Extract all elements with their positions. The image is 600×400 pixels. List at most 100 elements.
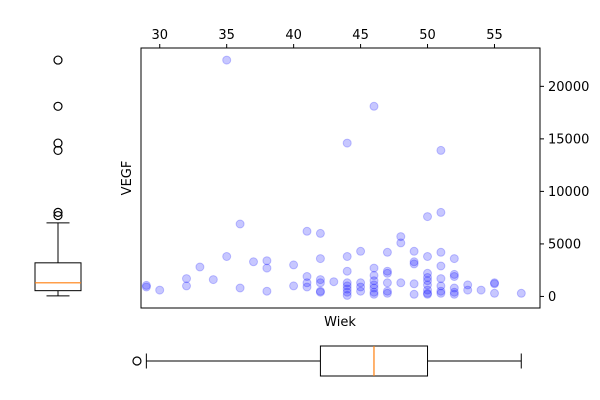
- scatter-point: [302, 272, 312, 281]
- scatter-point: [342, 281, 352, 291]
- scatter-point: [423, 252, 432, 261]
- scatter-point: [436, 274, 446, 284]
- y-tick-label: 0: [548, 290, 556, 305]
- scatter-point: [315, 287, 325, 297]
- scatter-point: [382, 278, 392, 288]
- x-tick-label: 35: [218, 28, 235, 43]
- scatter-point: [436, 281, 446, 291]
- scatter-point: [463, 280, 473, 290]
- scatter-point: [436, 145, 446, 155]
- scatter-point: [342, 284, 352, 294]
- scatter-point: [409, 259, 419, 269]
- box: [34, 262, 82, 292]
- scatter-point: [195, 262, 205, 272]
- scatter-point: [262, 286, 272, 296]
- vegf-boxplot: [34, 55, 82, 297]
- scatter-point: [315, 286, 325, 296]
- x-tick-label: 55: [486, 28, 503, 43]
- scatter-point: [463, 285, 473, 295]
- y-tick-label: 10000: [548, 185, 589, 200]
- scatter-point: [490, 278, 499, 288]
- scatter-point: [449, 254, 459, 264]
- scatter-point: [396, 238, 406, 248]
- scatter-point: [208, 275, 218, 285]
- scatter-point: [436, 247, 446, 257]
- scatter-point: [315, 254, 325, 264]
- scatter-point: [423, 289, 432, 299]
- scatter-point: [423, 285, 432, 295]
- scatter-point: [409, 279, 419, 289]
- y-axis-right: 0 5000 10000 15000 20000: [540, 80, 589, 305]
- scatter-point: [155, 285, 165, 295]
- scatter-point: [356, 286, 366, 296]
- scatter-point: [449, 289, 459, 299]
- scatter-point: [342, 252, 352, 261]
- scatter-point: [262, 256, 272, 266]
- scatter-point: [409, 289, 419, 299]
- x-tick-label: 40: [285, 28, 302, 43]
- scatter-point: [369, 280, 379, 290]
- scatter-point: [235, 219, 245, 229]
- scatter-point: [222, 55, 232, 65]
- scatter-point: [490, 288, 499, 298]
- x-axis-top: 30 35 40 45 50 55: [151, 28, 503, 48]
- scatter-point: [329, 277, 339, 287]
- outlier-point: [53, 138, 63, 148]
- scatter-point: [382, 266, 392, 276]
- scatter-point: [356, 278, 366, 288]
- scatter-point: [382, 288, 392, 298]
- scatter-point: [382, 268, 392, 278]
- outlier-point: [53, 101, 63, 111]
- outlier-point: [53, 210, 63, 221]
- scatter-point: [141, 282, 151, 292]
- scatter-point: [235, 283, 245, 293]
- wiek-boxplot: [132, 345, 522, 377]
- scatter-point: [302, 226, 312, 236]
- scatter-point: [141, 280, 151, 290]
- scatter-plot-area: [140, 47, 541, 309]
- scatter-point: [449, 283, 459, 293]
- scatter-point: [315, 228, 325, 238]
- scatter-point: [342, 138, 352, 148]
- scatter-point: [423, 268, 432, 278]
- scatter-point: [315, 278, 325, 288]
- scatter-point: [409, 246, 419, 256]
- scatter-point: [369, 283, 379, 293]
- scatter-point: [423, 288, 432, 298]
- scatter-point: [289, 260, 299, 270]
- scatter-point: [436, 207, 446, 217]
- y-tick-label: 15000: [548, 132, 589, 147]
- scatter-point: [182, 274, 191, 284]
- x-tick-label: 30: [151, 28, 168, 43]
- scatter-point: [369, 270, 379, 280]
- scatter-point: [396, 232, 406, 242]
- scatter-point: [369, 101, 379, 111]
- scatter-point: [436, 288, 446, 298]
- scatter-point: [342, 290, 352, 300]
- scatter-point: [396, 278, 406, 288]
- scatter-point: [369, 276, 379, 286]
- scatter-point: [436, 286, 446, 296]
- outlier-point: [53, 55, 63, 65]
- outlier-point: [53, 207, 63, 218]
- scatter-point: [369, 287, 379, 297]
- scatter-point: [369, 289, 379, 299]
- scatter-point: [289, 281, 299, 291]
- scatter-point: [423, 280, 432, 290]
- scatter-panel: 30 35 40 45 50 55 0 5000 10000 15000 20000 Wiek V…: [120, 28, 589, 330]
- scatter-point: [449, 287, 459, 297]
- scatter-point: [302, 278, 312, 288]
- scatter-point: [490, 279, 499, 289]
- scatter-point: [356, 246, 366, 256]
- scatter-point: [382, 247, 392, 257]
- scatter-point: [449, 272, 459, 281]
- scatter-point: [262, 263, 272, 273]
- x-tick-label: 45: [352, 28, 369, 43]
- scatter-point: [356, 282, 366, 292]
- y-axis-label: VEGF: [120, 161, 135, 196]
- scatter-point: [249, 257, 258, 267]
- scatter-point: [342, 266, 352, 276]
- scatter-point: [315, 275, 325, 285]
- outlier-point: [132, 356, 142, 366]
